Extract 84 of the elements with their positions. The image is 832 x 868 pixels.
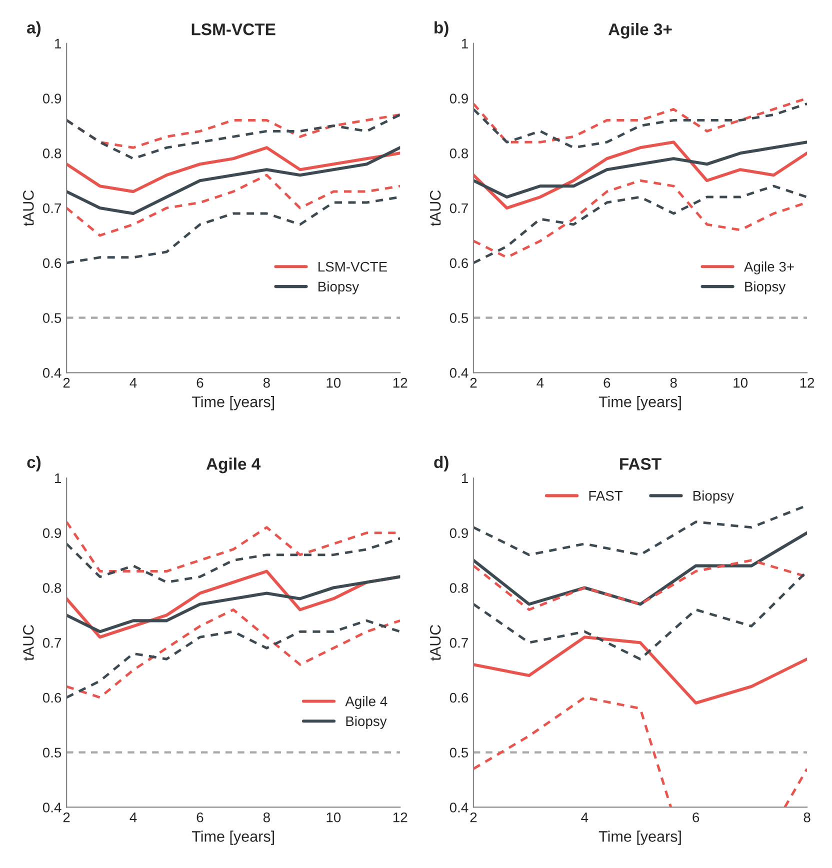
y-tick-label: 0.9 xyxy=(42,94,62,104)
x-axis-title: Time [years] xyxy=(192,830,274,845)
y-tick-label: 0.9 xyxy=(450,94,468,104)
line-series xyxy=(473,102,808,149)
y-tick-label: 0.7 xyxy=(42,203,62,214)
x-tick-label: 4 xyxy=(130,378,137,388)
x-axis-title: Time [years] xyxy=(598,396,681,410)
x-tick-label: 2 xyxy=(63,812,70,822)
x-tick-label: 12 xyxy=(800,378,814,388)
x-tick-label: 6 xyxy=(196,378,204,388)
y-axis-title: tAUC xyxy=(23,624,34,661)
line-series xyxy=(473,140,808,199)
y-tick-label: 0.4 xyxy=(450,368,468,378)
line-series xyxy=(473,636,808,705)
x-axis-title: Time [years] xyxy=(192,396,274,410)
y-tick-label: 0.6 xyxy=(450,692,468,703)
x-axis-title: Time [years] xyxy=(598,830,681,845)
y-tick-label: 0.9 xyxy=(450,528,468,538)
text: c) xyxy=(27,456,41,472)
y-tick-label: 0.7 xyxy=(450,203,468,214)
chart-title: LSM-VCTE xyxy=(192,23,276,36)
x-tick-label: 6 xyxy=(196,812,204,822)
x-tick-label: 8 xyxy=(804,812,810,822)
legend-label: Agile 4 xyxy=(345,696,388,709)
y-tick-label: 0.4 xyxy=(42,368,62,378)
y-tick-label: 0.8 xyxy=(42,148,62,158)
y-tick-label: 0.7 xyxy=(450,638,468,648)
y-tick-label: 0.5 xyxy=(42,748,62,758)
y-tick-label: 1 xyxy=(462,38,468,48)
chart-title: Agile 4 xyxy=(206,458,261,474)
line-series xyxy=(66,537,400,584)
y-tick-label: 0.8 xyxy=(450,148,468,158)
y-tick-label: 1 xyxy=(55,473,62,484)
y-tick-label: 0.4 xyxy=(450,802,468,812)
y-tick-label: 0.6 xyxy=(42,258,62,268)
legend-label: Biopsy xyxy=(745,281,786,294)
legend-label: Biopsy xyxy=(318,281,360,294)
line-series xyxy=(66,575,400,634)
x-tick-label: 4 xyxy=(536,378,544,388)
y-axis-title: tAUC xyxy=(23,190,34,226)
chart-title: Agile 3+ xyxy=(608,22,672,39)
text: b) xyxy=(434,21,448,37)
y-tick-label: 0.5 xyxy=(42,313,62,323)
line-series xyxy=(66,113,400,160)
x-tick-label: 2 xyxy=(63,378,70,388)
legend-label: Agile 3+ xyxy=(744,261,794,274)
chart-title: FAST xyxy=(620,458,662,470)
y-tick-label: 0.9 xyxy=(42,528,62,538)
x-tick-label: 12 xyxy=(393,812,408,822)
line-series xyxy=(66,146,400,194)
legend-label: Biopsy xyxy=(693,490,734,504)
y-tick-label: 1 xyxy=(462,473,468,484)
x-tick-label: 6 xyxy=(604,378,610,388)
x-tick-label: 10 xyxy=(326,378,341,388)
legend-label: FAST xyxy=(589,490,623,501)
y-tick-label: 0.7 xyxy=(42,638,62,648)
legend-label: LSM-VCTE xyxy=(318,262,388,272)
legend-label: Biopsy xyxy=(346,716,387,729)
x-tick-label: 4 xyxy=(130,812,137,822)
y-axis-title: tAUC xyxy=(430,624,441,661)
y-tick-label: 0.5 xyxy=(450,313,468,323)
x-tick-label: 8 xyxy=(263,378,270,388)
y-tick-label: 0.8 xyxy=(450,583,468,593)
y-tick-label: 0.6 xyxy=(450,258,468,268)
y-tick-label: 0.8 xyxy=(42,583,62,593)
y-axis-title: tAUC xyxy=(430,190,441,226)
y-tick-label: 1 xyxy=(55,38,62,48)
line-series xyxy=(66,174,400,237)
x-tick-label: 6 xyxy=(692,812,700,822)
x-tick-label: 2 xyxy=(470,378,477,388)
x-tick-label: 10 xyxy=(326,812,341,822)
text: a) xyxy=(27,21,41,37)
x-tick-label: 8 xyxy=(263,812,270,822)
x-tick-label: 4 xyxy=(581,812,588,822)
x-tick-label: 8 xyxy=(670,378,677,388)
line-series xyxy=(473,140,808,210)
x-tick-label: 12 xyxy=(393,378,408,388)
line-series xyxy=(66,146,400,216)
y-tick-label: 0.4 xyxy=(42,802,62,812)
text: d) xyxy=(434,456,448,472)
x-tick-label: 2 xyxy=(470,812,477,822)
y-tick-label: 0.6 xyxy=(42,692,62,703)
x-tick-label: 10 xyxy=(734,378,748,388)
y-tick-label: 0.5 xyxy=(450,748,468,758)
